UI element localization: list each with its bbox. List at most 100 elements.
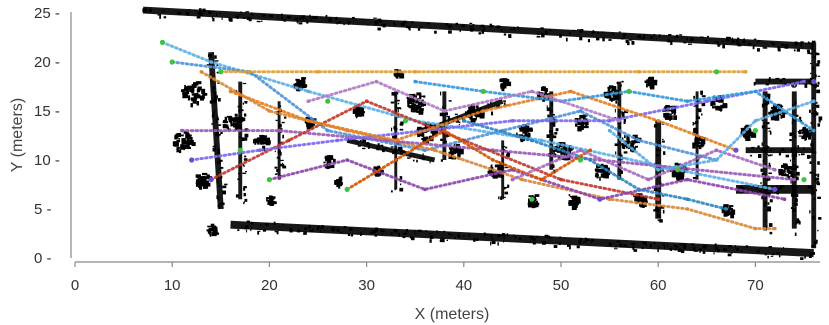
map-speckle bbox=[282, 134, 284, 139]
map-speckle bbox=[780, 43, 782, 46]
map-speckle bbox=[769, 131, 772, 135]
map-speckle bbox=[508, 34, 512, 39]
map-speckle bbox=[777, 187, 782, 190]
map-blob bbox=[669, 169, 672, 172]
map-speckle bbox=[269, 14, 273, 18]
map-speckle bbox=[286, 15, 291, 19]
map-speckle bbox=[614, 108, 616, 113]
map-speckle bbox=[693, 105, 696, 107]
map-blob bbox=[787, 176, 791, 180]
map-speckle bbox=[430, 235, 434, 240]
map-speckle bbox=[276, 110, 281, 115]
trajectory-point bbox=[714, 158, 719, 162]
map-blob bbox=[522, 130, 528, 134]
map-speckle bbox=[769, 130, 772, 132]
map-speckle bbox=[792, 104, 794, 108]
map-speckle bbox=[214, 60, 219, 62]
map-speckle bbox=[731, 40, 735, 43]
map-speckle bbox=[764, 201, 768, 205]
map-blob bbox=[178, 134, 184, 137]
map-speckle bbox=[407, 157, 411, 159]
map-blob bbox=[199, 95, 205, 99]
map-blob bbox=[411, 103, 416, 109]
map-blob bbox=[563, 157, 568, 161]
map-speckle bbox=[217, 161, 221, 165]
map-speckle bbox=[243, 186, 247, 189]
map-blob bbox=[607, 87, 611, 92]
map-speckle bbox=[235, 194, 239, 198]
map-speckle bbox=[304, 227, 308, 230]
map-speckle bbox=[362, 147, 366, 150]
map-speckle bbox=[809, 210, 811, 214]
map-speckle bbox=[817, 81, 820, 85]
waypoint-marker bbox=[169, 59, 175, 65]
map-speckle bbox=[585, 238, 588, 242]
trajectory-point bbox=[617, 119, 622, 123]
map-speckle bbox=[217, 148, 220, 152]
map-blob bbox=[254, 138, 258, 143]
map-speckle bbox=[275, 119, 278, 122]
trajectory-point bbox=[559, 177, 563, 182]
y-axis-ticks: 0 - 5 - 10 - 15 - 20 - 25 - bbox=[34, 5, 60, 267]
map-blob bbox=[560, 151, 564, 155]
map-speckle bbox=[212, 90, 214, 93]
map-blob bbox=[606, 94, 610, 99]
waypoint-marker bbox=[772, 186, 778, 192]
map-blob bbox=[396, 74, 399, 79]
map-speckle bbox=[817, 173, 820, 178]
map-blob bbox=[664, 115, 667, 119]
map-speckle bbox=[683, 243, 686, 247]
map-blob bbox=[770, 115, 776, 121]
map-speckle bbox=[768, 77, 771, 82]
map-speckle bbox=[214, 154, 216, 156]
map-speckle bbox=[658, 190, 660, 195]
map-speckle bbox=[702, 251, 706, 254]
map-blob bbox=[542, 86, 546, 89]
trajectory-point bbox=[607, 119, 612, 123]
map-speckle bbox=[540, 27, 544, 30]
map-blob bbox=[209, 231, 212, 237]
map-speckle bbox=[490, 101, 492, 104]
map-blob bbox=[176, 139, 181, 143]
map-speckle bbox=[759, 190, 762, 193]
map-blob bbox=[698, 145, 702, 150]
map-speckle bbox=[243, 201, 245, 203]
map-speckle bbox=[767, 178, 771, 181]
map-speckle bbox=[658, 246, 660, 249]
map-blob bbox=[779, 171, 783, 175]
map-speckle bbox=[216, 195, 218, 200]
map-speckle bbox=[461, 24, 466, 28]
map-speckle bbox=[280, 105, 282, 108]
map-speckle bbox=[361, 18, 364, 21]
map-speckle bbox=[807, 41, 810, 45]
map-speckle bbox=[424, 230, 428, 232]
map-speckle bbox=[766, 107, 768, 110]
map-speckle bbox=[242, 163, 244, 166]
map-speckle bbox=[723, 248, 727, 251]
map-blob bbox=[506, 83, 512, 86]
map-blob bbox=[571, 196, 577, 200]
map-speckle bbox=[793, 120, 796, 122]
map-speckle bbox=[810, 155, 812, 158]
map-speckle bbox=[794, 232, 797, 237]
map-speckle bbox=[328, 19, 332, 22]
map-speckle bbox=[755, 187, 758, 189]
map-speckle bbox=[271, 14, 273, 18]
map-speckle bbox=[668, 34, 672, 37]
map-speckle bbox=[503, 102, 506, 107]
map-speckle bbox=[770, 42, 773, 44]
map-speckle bbox=[795, 100, 797, 105]
map-speckle bbox=[247, 16, 250, 20]
map-speckle bbox=[405, 231, 407, 235]
map-blob bbox=[191, 84, 197, 88]
map-blob bbox=[327, 155, 331, 157]
map-speckle bbox=[768, 172, 772, 175]
map-speckle bbox=[499, 174, 502, 177]
trajectory-point bbox=[491, 158, 495, 162]
map-speckle bbox=[670, 41, 673, 45]
map-speckle bbox=[692, 121, 694, 126]
map-speckle bbox=[360, 232, 362, 236]
map-speckle bbox=[409, 235, 412, 239]
map-speckle bbox=[618, 152, 622, 156]
map-speckle bbox=[753, 45, 757, 47]
